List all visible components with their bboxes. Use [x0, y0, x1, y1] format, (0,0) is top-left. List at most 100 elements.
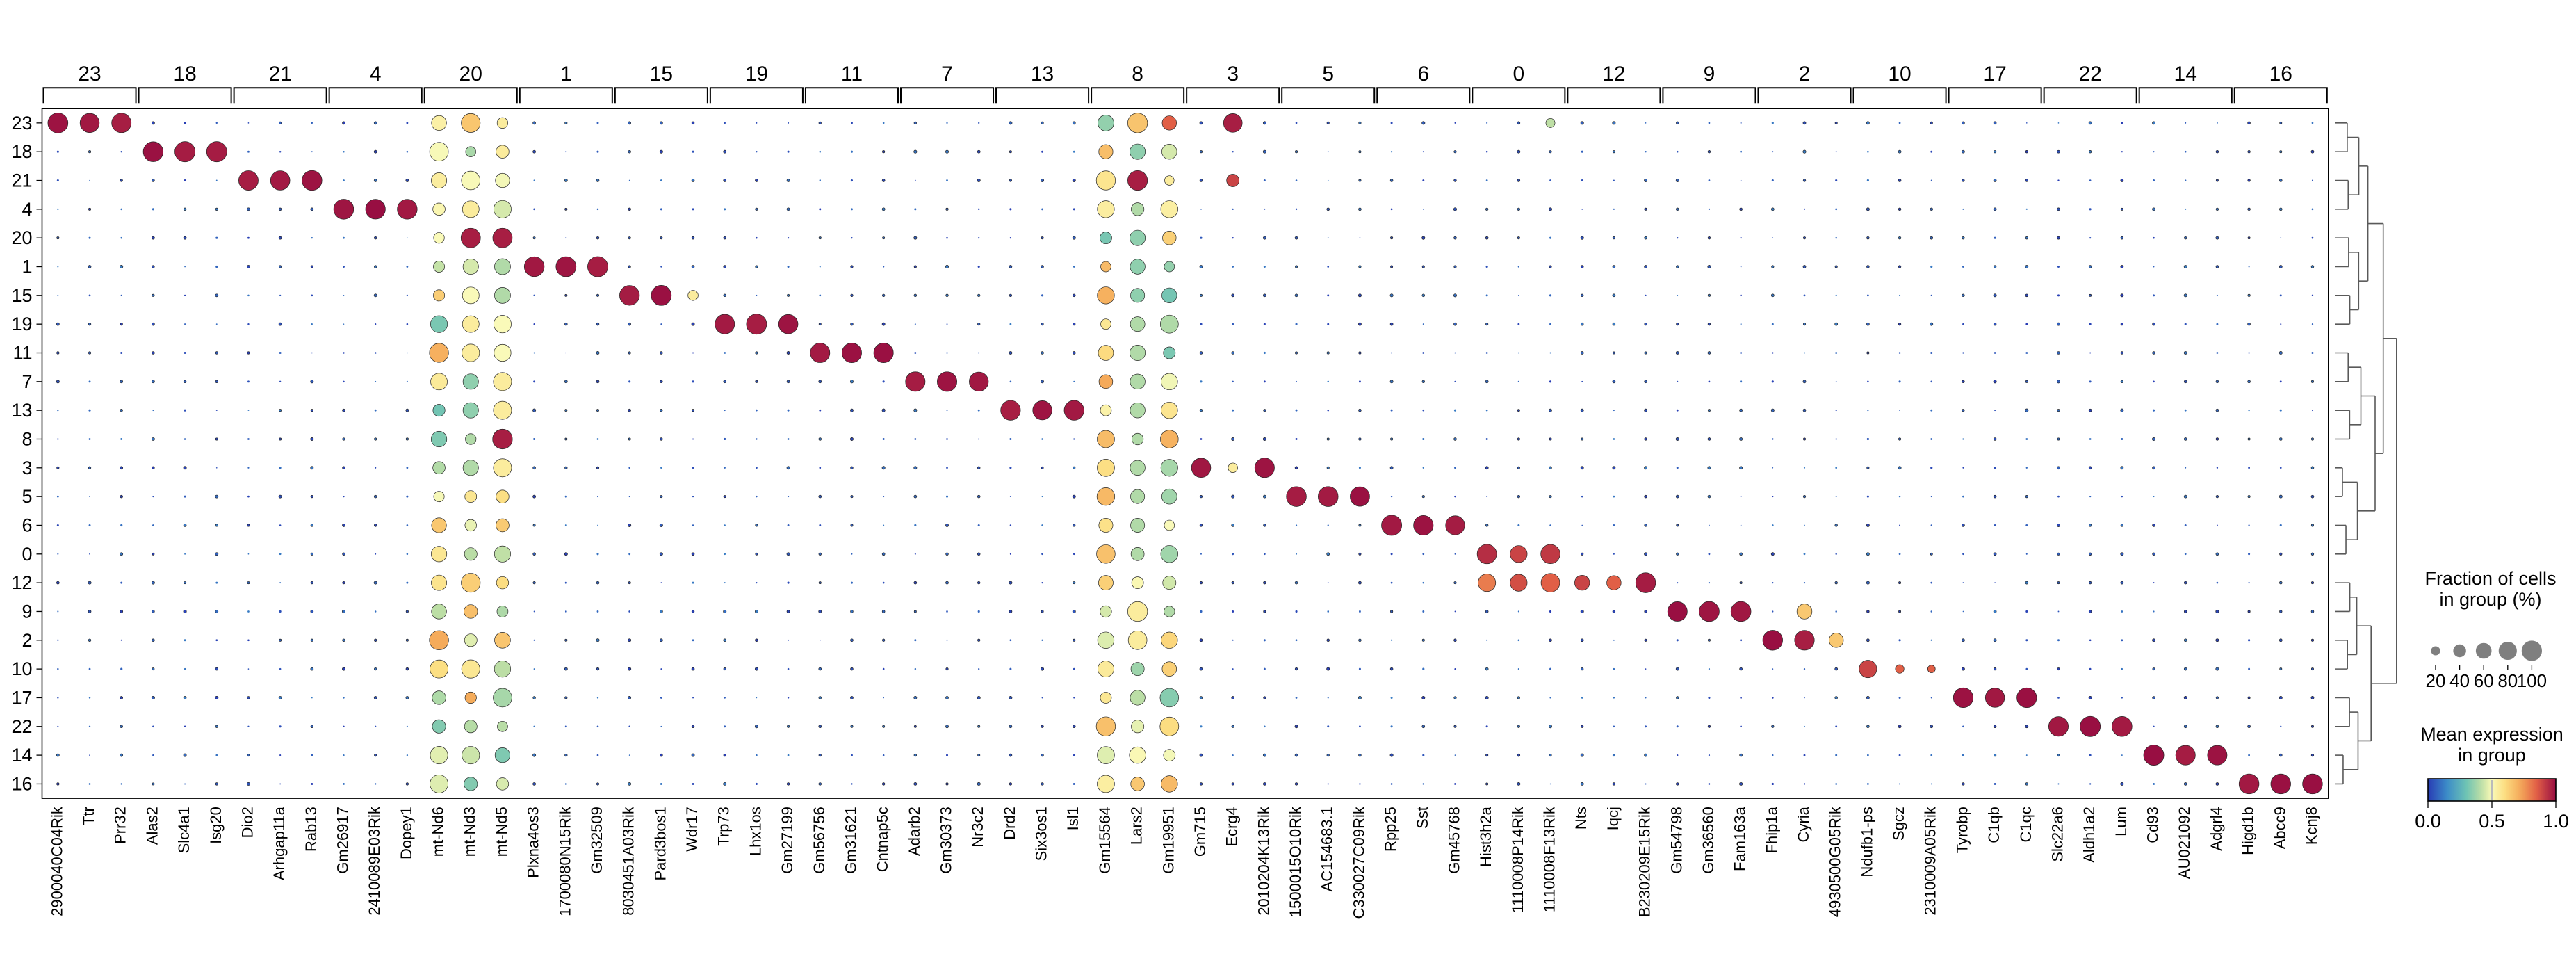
svg-text:Sst: Sst	[1414, 807, 1431, 829]
svg-text:40: 40	[2449, 670, 2470, 691]
svg-text:19: 19	[11, 314, 32, 334]
svg-text:Dopey1: Dopey1	[398, 807, 415, 859]
svg-text:80: 80	[2497, 670, 2518, 691]
svg-text:Nts: Nts	[1572, 807, 1590, 830]
svg-text:1500015O10Rik: 1500015O10Rik	[1287, 806, 1304, 917]
svg-text:18: 18	[173, 63, 196, 86]
svg-text:13: 13	[11, 400, 32, 421]
svg-text:16: 16	[11, 773, 32, 794]
svg-text:Abcc9: Abcc9	[2271, 807, 2288, 849]
svg-text:Adarb2: Adarb2	[906, 807, 923, 856]
svg-text:in group: in group	[2458, 745, 2526, 766]
svg-text:Lhx1os: Lhx1os	[747, 807, 764, 856]
svg-text:Prr32: Prr32	[112, 807, 129, 844]
svg-text:1110008P14Rik: 1110008P14Rik	[1509, 806, 1526, 913]
svg-text:1: 1	[560, 63, 572, 86]
svg-text:Hist3h2a: Hist3h2a	[1477, 806, 1494, 867]
svg-text:21: 21	[268, 63, 291, 86]
svg-text:11: 11	[841, 63, 863, 86]
svg-text:15: 15	[650, 63, 673, 86]
svg-text:2410089E03Rik: 2410089E03Rik	[366, 806, 383, 916]
svg-text:23: 23	[11, 113, 32, 133]
svg-text:Fam163a: Fam163a	[1731, 806, 1749, 871]
svg-text:Lars2: Lars2	[1128, 807, 1146, 845]
svg-text:Gm19951: Gm19951	[1159, 807, 1177, 874]
svg-text:17: 17	[11, 687, 32, 708]
svg-text:9: 9	[1704, 63, 1715, 86]
svg-text:18: 18	[11, 141, 32, 162]
svg-text:Gm32509: Gm32509	[588, 807, 605, 874]
svg-text:Gm56756: Gm56756	[810, 807, 828, 874]
svg-text:Gm30373: Gm30373	[938, 807, 955, 874]
svg-text:10: 10	[1888, 63, 1911, 86]
svg-text:Cyria: Cyria	[1795, 806, 1812, 842]
svg-text:Sgcz: Sgcz	[1890, 807, 1907, 841]
svg-text:in group (%): in group (%)	[2439, 589, 2541, 610]
svg-text:8: 8	[22, 428, 32, 449]
svg-text:2: 2	[22, 630, 32, 651]
svg-text:22: 22	[11, 716, 32, 737]
svg-text:8: 8	[1132, 63, 1143, 86]
svg-text:Gm26917: Gm26917	[334, 807, 352, 874]
svg-text:9: 9	[22, 601, 32, 622]
svg-text:4930500G05Rik: 4930500G05Rik	[1827, 806, 1844, 917]
svg-text:Fhip1a: Fhip1a	[1763, 806, 1780, 853]
svg-text:2310009A05Rik: 2310009A05Rik	[1922, 806, 1939, 916]
svg-text:12: 12	[1602, 63, 1625, 86]
svg-text:Gm27199: Gm27199	[778, 807, 796, 874]
svg-text:Fraction of cells: Fraction of cells	[2424, 568, 2556, 589]
svg-text:0: 0	[22, 544, 32, 565]
svg-text:8030451A03Rik: 8030451A03Rik	[620, 806, 637, 916]
svg-text:mt-Nd3: mt-Nd3	[461, 807, 478, 857]
svg-text:17: 17	[1983, 63, 2006, 86]
svg-text:Ndufb1-ps: Ndufb1-ps	[1858, 807, 1875, 877]
svg-text:Ecrg4: Ecrg4	[1223, 807, 1241, 846]
svg-text:4: 4	[22, 199, 32, 220]
svg-text:1700080N15Rik: 1700080N15Rik	[556, 806, 573, 916]
svg-text:Six3os1: Six3os1	[1033, 807, 1050, 861]
svg-text:2900040C04Rik: 2900040C04Rik	[48, 806, 65, 916]
svg-text:7: 7	[22, 371, 32, 392]
svg-text:Slc4a1: Slc4a1	[175, 807, 193, 853]
svg-text:0.5: 0.5	[2479, 811, 2505, 832]
svg-text:Gm31621: Gm31621	[842, 807, 859, 874]
svg-text:12: 12	[11, 572, 32, 593]
svg-text:14: 14	[11, 745, 32, 766]
svg-text:Drd2: Drd2	[1001, 807, 1018, 840]
svg-text:Mean expression: Mean expression	[2420, 724, 2563, 745]
svg-text:Cntnap5c: Cntnap5c	[874, 807, 891, 872]
svg-text:22: 22	[2078, 63, 2101, 86]
svg-text:20: 20	[459, 63, 482, 86]
svg-text:5: 5	[22, 486, 32, 507]
svg-text:AC154683.1: AC154683.1	[1319, 807, 1336, 891]
svg-text:2: 2	[1799, 63, 1811, 86]
svg-text:Nr3c2: Nr3c2	[969, 807, 986, 848]
svg-text:Isl1: Isl1	[1064, 807, 1082, 830]
svg-text:Gm45768: Gm45768	[1445, 807, 1462, 874]
svg-text:C330027C09Rik: C330027C09Rik	[1350, 806, 1367, 919]
svg-text:Gm15564: Gm15564	[1096, 807, 1114, 874]
svg-text:21: 21	[11, 170, 32, 191]
svg-text:Gm36560: Gm36560	[1699, 807, 1717, 874]
svg-text:Cd93: Cd93	[2144, 807, 2162, 843]
svg-text:C1qb: C1qb	[1985, 807, 2003, 843]
svg-text:1.0: 1.0	[2543, 811, 2569, 832]
svg-text:10: 10	[11, 658, 32, 679]
svg-text:Slc22a6: Slc22a6	[2048, 807, 2066, 862]
svg-text:100: 100	[2517, 670, 2547, 691]
svg-text:15: 15	[11, 285, 32, 306]
svg-text:Iqcj: Iqcj	[1604, 807, 1622, 830]
svg-text:Gm54798: Gm54798	[1668, 807, 1685, 874]
svg-text:Kcnj8: Kcnj8	[2303, 807, 2320, 845]
svg-text:6: 6	[22, 515, 32, 535]
svg-text:Isg20: Isg20	[207, 807, 225, 844]
svg-text:0: 0	[1513, 63, 1524, 86]
svg-text:B230209E15Rik: B230209E15Rik	[1636, 806, 1654, 917]
svg-text:11: 11	[13, 343, 32, 364]
svg-text:20: 20	[11, 227, 32, 248]
svg-text:AU021092: AU021092	[2176, 807, 2193, 879]
svg-text:Adgrl4: Adgrl4	[2208, 807, 2225, 851]
svg-text:23: 23	[78, 63, 101, 86]
svg-text:mt-Nd6: mt-Nd6	[430, 807, 447, 857]
svg-text:14: 14	[2174, 63, 2197, 86]
